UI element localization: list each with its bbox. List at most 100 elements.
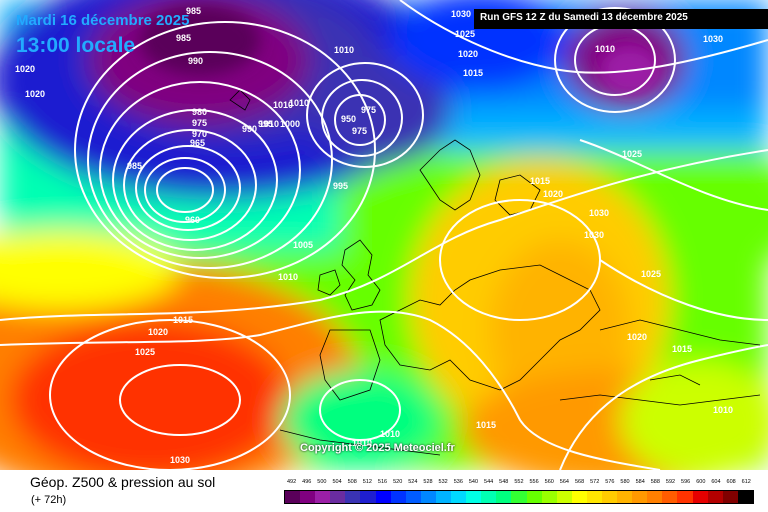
field-title: Géop. Z500 & pression au sol (30, 474, 216, 490)
isobar-label: 1030 (584, 230, 604, 240)
isobar-label: 1010 (595, 44, 615, 54)
isobar-label: 1025 (622, 149, 642, 159)
isobar-label: 1030 (703, 34, 723, 44)
isobar-label: 1010 (259, 119, 279, 129)
scale-label: 508 (347, 479, 357, 485)
weather-map: 985 985 990 1020 1020 1010 1010 1010 101… (0, 0, 768, 470)
scale-label: 604 (711, 479, 721, 485)
scale-label: 500 (317, 479, 327, 485)
scale-swatch (586, 491, 602, 503)
scale-label: 540 (468, 479, 479, 485)
isobar-labels: 985 985 990 1020 1020 1010 1010 1010 101… (15, 6, 733, 465)
isobar-label: 1025 (641, 269, 661, 279)
isobar-label: 990 (242, 124, 257, 134)
scale-swatch (300, 491, 316, 503)
isobar-label: 1025 (135, 347, 155, 357)
isobar-label: 1020 (458, 49, 478, 59)
scale-swatch (360, 491, 376, 503)
scale-swatch (345, 491, 361, 503)
isobar-label: 975 (192, 118, 207, 128)
run-info: Run GFS 12 Z du Samedi 13 décembre 2025 (480, 12, 688, 23)
scale-label: 608 (726, 479, 736, 485)
scale-label: 592 (665, 479, 676, 485)
isobar-label: 1010 (713, 405, 733, 415)
isobar-label: 1005 (293, 240, 313, 250)
isobar-label: 985 (127, 161, 142, 171)
scale-label: 544 (484, 479, 494, 485)
isobar-label: 1010 (352, 438, 372, 448)
isobar-label: 985 (176, 33, 191, 43)
scale-label: 552 (514, 479, 524, 485)
scale-swatch (556, 491, 572, 503)
isobar-label: 950 (341, 114, 356, 124)
scale-label: 564 (559, 479, 569, 485)
scale-swatch (722, 491, 738, 503)
run-banner (474, 9, 768, 29)
isobar-label: 1020 (148, 327, 168, 337)
copyright-notice: Copyright © 2025 Meteociel.fr (300, 442, 455, 454)
valid-date: Mardi 16 décembre 2025 (16, 12, 190, 29)
scale-swatch (405, 491, 421, 503)
scale-label: 556 (529, 479, 539, 485)
scale-swatch (526, 491, 542, 503)
coastlines (229, 89, 761, 456)
isobar-label: 1015 (476, 420, 496, 430)
color-scale-labels: 492 496 500 504 508 512 516 520 524 528 532 536 540 5… (284, 479, 754, 489)
scale-label: 528 (423, 479, 433, 485)
scale-swatch (601, 491, 618, 503)
isobar-label: 1000 (280, 119, 300, 129)
scale-swatch (375, 491, 391, 503)
scale-label: 492 (286, 479, 297, 485)
scale-swatch (662, 491, 678, 503)
scale-label: 496 (302, 479, 312, 485)
scale-label: 572 (590, 479, 600, 485)
scale-label: 600 (696, 479, 706, 485)
isobar-label: 1020 (15, 64, 35, 74)
scale-label: 548 (499, 479, 509, 485)
isobar-label: 960 (185, 215, 200, 225)
scale-swatch (541, 491, 557, 503)
lead-time: (+ 72h) (31, 494, 67, 506)
scale-swatch (632, 491, 648, 503)
scale-label: 512 (362, 479, 372, 485)
isobar-label: 975 (361, 105, 376, 115)
scale-swatch (466, 491, 482, 503)
isobar-label: 1030 (451, 9, 471, 19)
isobar-label: 1030 (170, 455, 190, 465)
scale-swatch (420, 491, 436, 503)
isobar-label: 995 (333, 181, 348, 191)
scale-swatch (692, 491, 708, 503)
isobar-label: 1015 (672, 344, 692, 354)
scale-label: 516 (377, 479, 388, 485)
scale-label: 588 (650, 479, 660, 485)
isobar-label: 1025 (455, 29, 475, 39)
scale-swatch (707, 491, 723, 503)
isobar-label: 1010 (278, 272, 298, 282)
isobar-label: 990 (188, 56, 203, 66)
scale-swatch (511, 491, 527, 503)
scale-label: 560 (544, 479, 554, 485)
isobar-label: 1030 (589, 208, 609, 218)
isobar-label: 1015 (530, 176, 550, 186)
scale-swatch (617, 491, 633, 503)
isobar-label: 995 (258, 119, 273, 129)
scale-label: 520 (393, 479, 403, 485)
isobar-label: 985 (186, 6, 201, 16)
scale-swatch (571, 491, 587, 503)
isobar-label: 980 (192, 107, 207, 117)
scale-swatch (496, 491, 512, 503)
scale-label: 580 (620, 479, 630, 485)
scale-label: 584 (635, 479, 645, 485)
color-scale-bar (284, 490, 754, 504)
isobar-label: 1015 (463, 68, 483, 78)
scale-label: 596 (681, 479, 691, 485)
scale-swatch (330, 491, 346, 503)
scale-label: 532 (438, 479, 448, 485)
isobar-label: 965 (190, 138, 205, 148)
isobar-label: 1010 (289, 98, 309, 108)
valid-hour: 13:00 locale (16, 34, 136, 57)
scale-label: 568 (574, 479, 585, 485)
scale-swatch (435, 491, 452, 503)
scale-swatch (647, 491, 663, 503)
